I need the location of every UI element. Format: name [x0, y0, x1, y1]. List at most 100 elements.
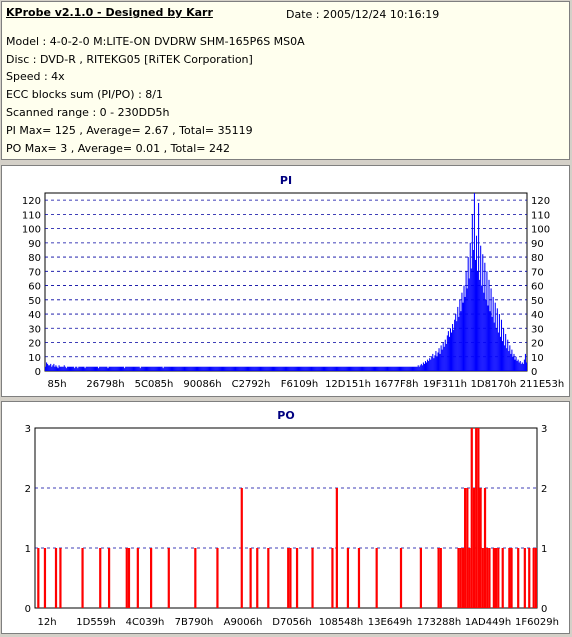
pi-xtick: 85h	[47, 379, 66, 390]
pi-bar	[511, 349, 513, 371]
pi-bar	[312, 366, 314, 371]
pi-bar	[328, 366, 330, 371]
pi-bar	[497, 332, 499, 371]
pi-bar	[512, 356, 514, 371]
pi-bar	[76, 366, 78, 371]
pi-bar	[225, 366, 227, 371]
pi-bar	[79, 366, 81, 371]
pi-bar	[151, 366, 153, 371]
pi-bar	[448, 336, 450, 371]
pi-bar	[240, 366, 242, 371]
pi-bar	[507, 339, 509, 371]
pi-bar	[358, 366, 360, 371]
pi-bar	[315, 366, 317, 371]
pi-bar	[52, 365, 54, 371]
pi-bar	[306, 366, 308, 371]
pi-bar	[469, 242, 471, 371]
pi-bar	[287, 366, 289, 371]
pi-ytick-left: 50	[28, 296, 41, 307]
pi-bar	[414, 366, 416, 371]
po-bar	[437, 548, 440, 608]
pi-bar	[227, 366, 229, 371]
pi-bar	[66, 366, 68, 371]
pi-bar	[363, 366, 365, 371]
pi-bar	[420, 363, 422, 371]
pi-bar	[513, 353, 515, 371]
pi-ytick-left: 90	[28, 239, 41, 250]
pi-bar	[64, 366, 66, 371]
pi-bar	[410, 366, 412, 371]
pi-ytick-right: 0	[531, 367, 537, 378]
pi-bar	[356, 366, 358, 371]
po-bar	[494, 548, 498, 608]
pi-bar	[494, 302, 496, 371]
pi-bar	[180, 366, 182, 371]
pi-ytick-left: 60	[28, 282, 41, 293]
po-bar	[459, 548, 462, 608]
po-bar	[216, 548, 219, 608]
po-bar	[311, 548, 314, 608]
pi-bar	[233, 366, 235, 371]
pi-ytick-left: 120	[22, 196, 41, 207]
pi-ytick-right: 120	[531, 196, 550, 207]
po-bar	[59, 548, 62, 608]
pi-bar	[55, 365, 57, 371]
pi-bar	[472, 249, 474, 371]
pi-bar	[208, 366, 210, 371]
po-bar	[249, 548, 252, 608]
pi-bar	[65, 368, 67, 371]
pi-bar	[148, 366, 150, 371]
pi-ytick-left: 20	[28, 339, 41, 350]
pi-bar	[351, 366, 353, 371]
pi-bar	[452, 324, 454, 371]
pi-bar	[60, 366, 62, 371]
pi-bar	[212, 366, 214, 371]
range-line: Scanned range : 0 - 230DD5h	[6, 106, 170, 119]
pi-bar	[394, 366, 396, 371]
pi-bar	[161, 366, 163, 371]
pi-bar	[218, 366, 220, 371]
po-bar	[468, 548, 471, 608]
po-bar	[439, 548, 442, 608]
pi-bar	[130, 366, 132, 371]
pi-bar	[110, 366, 112, 371]
pi-bar	[249, 366, 251, 371]
pi-xtick: 26798h	[86, 379, 124, 390]
pi-bar	[87, 366, 89, 371]
po-bar	[517, 548, 520, 608]
pi-bar	[496, 308, 498, 371]
pi-bar	[485, 299, 487, 371]
pi-bar	[427, 359, 429, 371]
pi-ytick-right: 110	[531, 210, 550, 221]
pi-bar	[137, 366, 139, 371]
pi-bar	[164, 366, 166, 371]
pi-bar	[242, 366, 244, 371]
pi-bar	[383, 366, 385, 371]
pi-bar	[520, 363, 522, 371]
pi-bar	[478, 202, 480, 371]
pi-bar	[491, 316, 493, 371]
pi-bar	[216, 366, 218, 371]
pi-bar	[256, 366, 258, 371]
pi-bar	[405, 366, 407, 371]
pi-bar	[310, 366, 312, 371]
pi-bar	[78, 366, 80, 371]
pi-bar	[388, 366, 390, 371]
pi-bar	[243, 366, 245, 371]
pi-bar	[194, 366, 196, 371]
pi-bar	[114, 366, 116, 371]
pi-bar	[88, 366, 90, 371]
pi-bar	[100, 366, 102, 371]
pi-bar	[99, 366, 101, 371]
pi-bar	[276, 366, 278, 371]
pi-bar	[205, 366, 207, 371]
pi-bar	[521, 362, 523, 371]
pi-bar	[92, 366, 94, 371]
pi-bar	[463, 285, 465, 371]
po-plot-area	[34, 427, 538, 609]
pi-bar	[323, 366, 326, 371]
pi-bar	[406, 366, 408, 371]
pi-bar	[71, 366, 73, 371]
pi-bar	[254, 366, 256, 371]
pi-bar	[117, 366, 119, 371]
